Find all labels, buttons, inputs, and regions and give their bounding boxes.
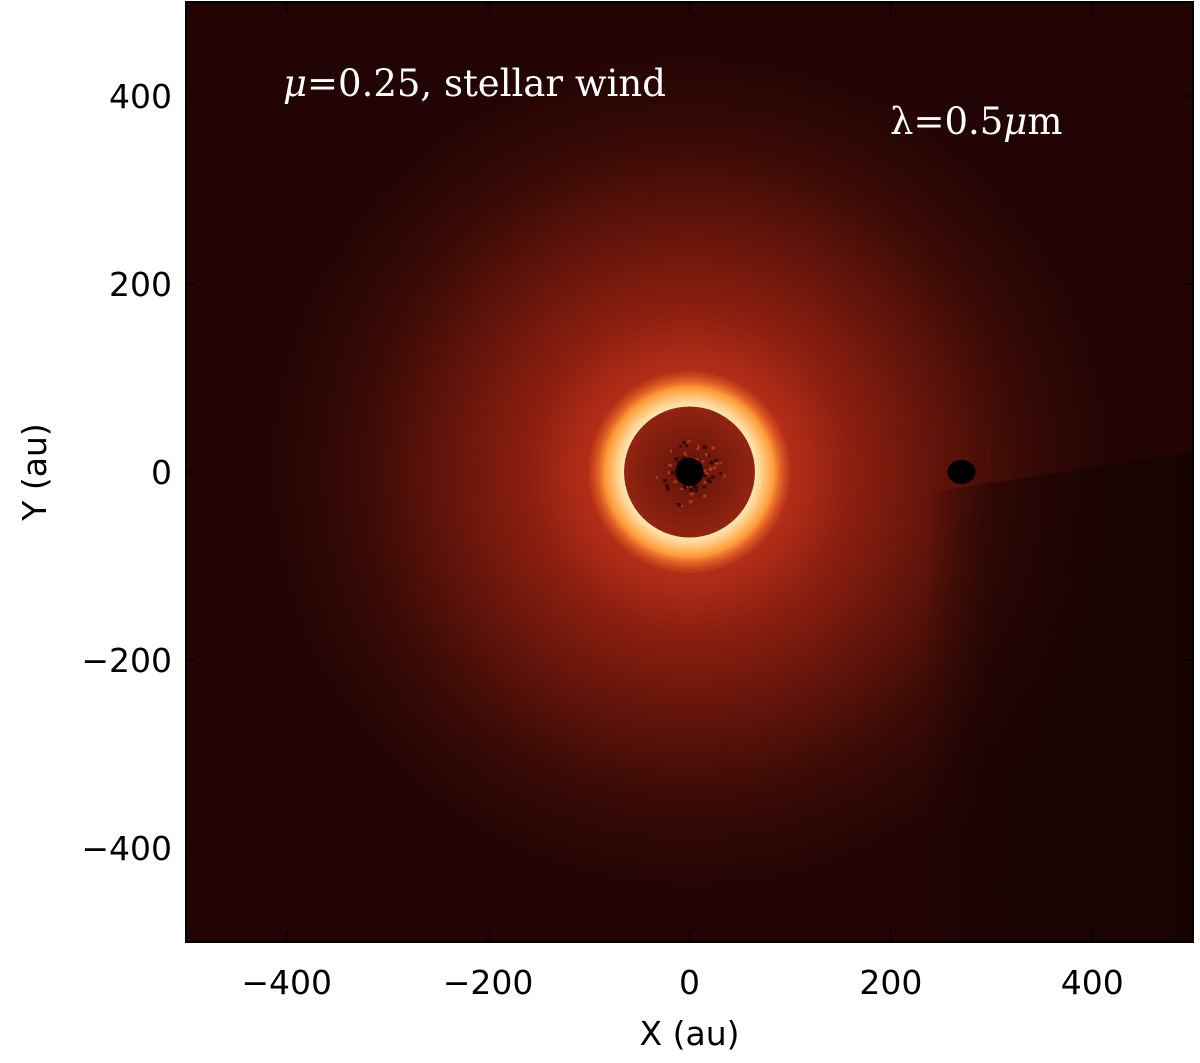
speckle-dot [689,487,693,492]
planet-shadow [921,452,1193,942]
speckle-dot [685,444,689,447]
speckle-dot [679,445,682,448]
speckle-dot [694,489,698,493]
y-tick-label: 200 [109,265,172,304]
speckle-dot [665,484,669,488]
speckle-dot [703,474,708,478]
speckle-dot [702,445,707,449]
speckle-dot [668,464,673,467]
y-tick-label: 400 [109,77,172,116]
speckle-dot [679,487,684,491]
speckle-dot [673,480,677,484]
y-axis-label: Y (au) [15,423,54,522]
speckle-dot [674,457,679,461]
speckle-dot [696,447,699,451]
speckle-dot [709,461,714,465]
x-tick-label: −400 [241,963,332,1002]
speckle-dot [708,480,712,484]
speckle-dot [667,471,671,475]
x-axis-ticks: −400 −200 0 200 400 [241,2,1124,1002]
speckle-dot [707,478,711,482]
speckle-dot [687,440,691,443]
speckle-dot [682,440,686,445]
x-tick-label: 200 [859,963,922,1002]
speckle-dot [683,485,687,490]
speckle-dot [712,466,717,470]
speckle-dot [701,459,705,463]
speckle-dot [669,449,672,454]
wavelength-value: λ=0.5 [890,100,1003,143]
wavelength-annotation: λ=0.5μm [890,100,1062,143]
planet-mask [947,459,976,485]
speckle-dot [663,479,667,483]
speckle-dot [702,485,707,488]
speckle-dot [708,467,713,471]
x-tick-label: 400 [1061,963,1124,1002]
model-annotation: μ=0.25, stellar wind [283,62,666,105]
x-tick-label: −200 [443,963,534,1002]
speckle-dot [684,453,687,457]
wavelength-unit: m [1027,100,1062,143]
y-tick-label: 0 [151,453,172,492]
y-tick-label: −200 [81,641,172,680]
speckle-dot [697,445,700,449]
speckle-dot [666,487,670,491]
speckle-dot [683,456,687,461]
speckle-dot [705,453,709,457]
model-annotation-text: =0.25, stellar wind [307,62,666,105]
speckle-dot [719,472,723,475]
speckle-dot [689,492,694,496]
speckle-dot [670,471,675,475]
speckle-dot [702,469,707,472]
speckle-dot [695,485,698,490]
speckle-dot [714,458,719,463]
speckle-dot [677,460,682,464]
speckle-dot [683,452,687,455]
star-mask [675,457,704,487]
x-tick-label: 0 [679,963,700,1002]
plot-area [186,2,1193,942]
speckle-dot [719,461,722,465]
speckle-dot [715,462,719,465]
speckle-dot [703,480,707,484]
speckle-dot [676,502,681,507]
speckle-dot [655,476,659,479]
mu-symbol: μ [283,62,307,105]
speckle-dot [688,499,693,504]
speckle-dot [711,446,716,450]
speckle-dot [703,494,707,498]
speckle-dot [723,474,726,478]
speckle-dot [692,485,696,489]
speckle-dot [685,484,689,488]
x-axis-label: X (au) [640,1014,740,1053]
y-tick-label: −400 [81,829,172,868]
speckle-dot [691,489,694,492]
wavelength-mu-symbol: μ [1003,100,1027,143]
speckle-dot [680,504,684,508]
y-axis-ticks: −400 −200 0 200 400 [81,77,1193,868]
speckle-dot [711,475,715,479]
speckle-dot [695,458,699,461]
